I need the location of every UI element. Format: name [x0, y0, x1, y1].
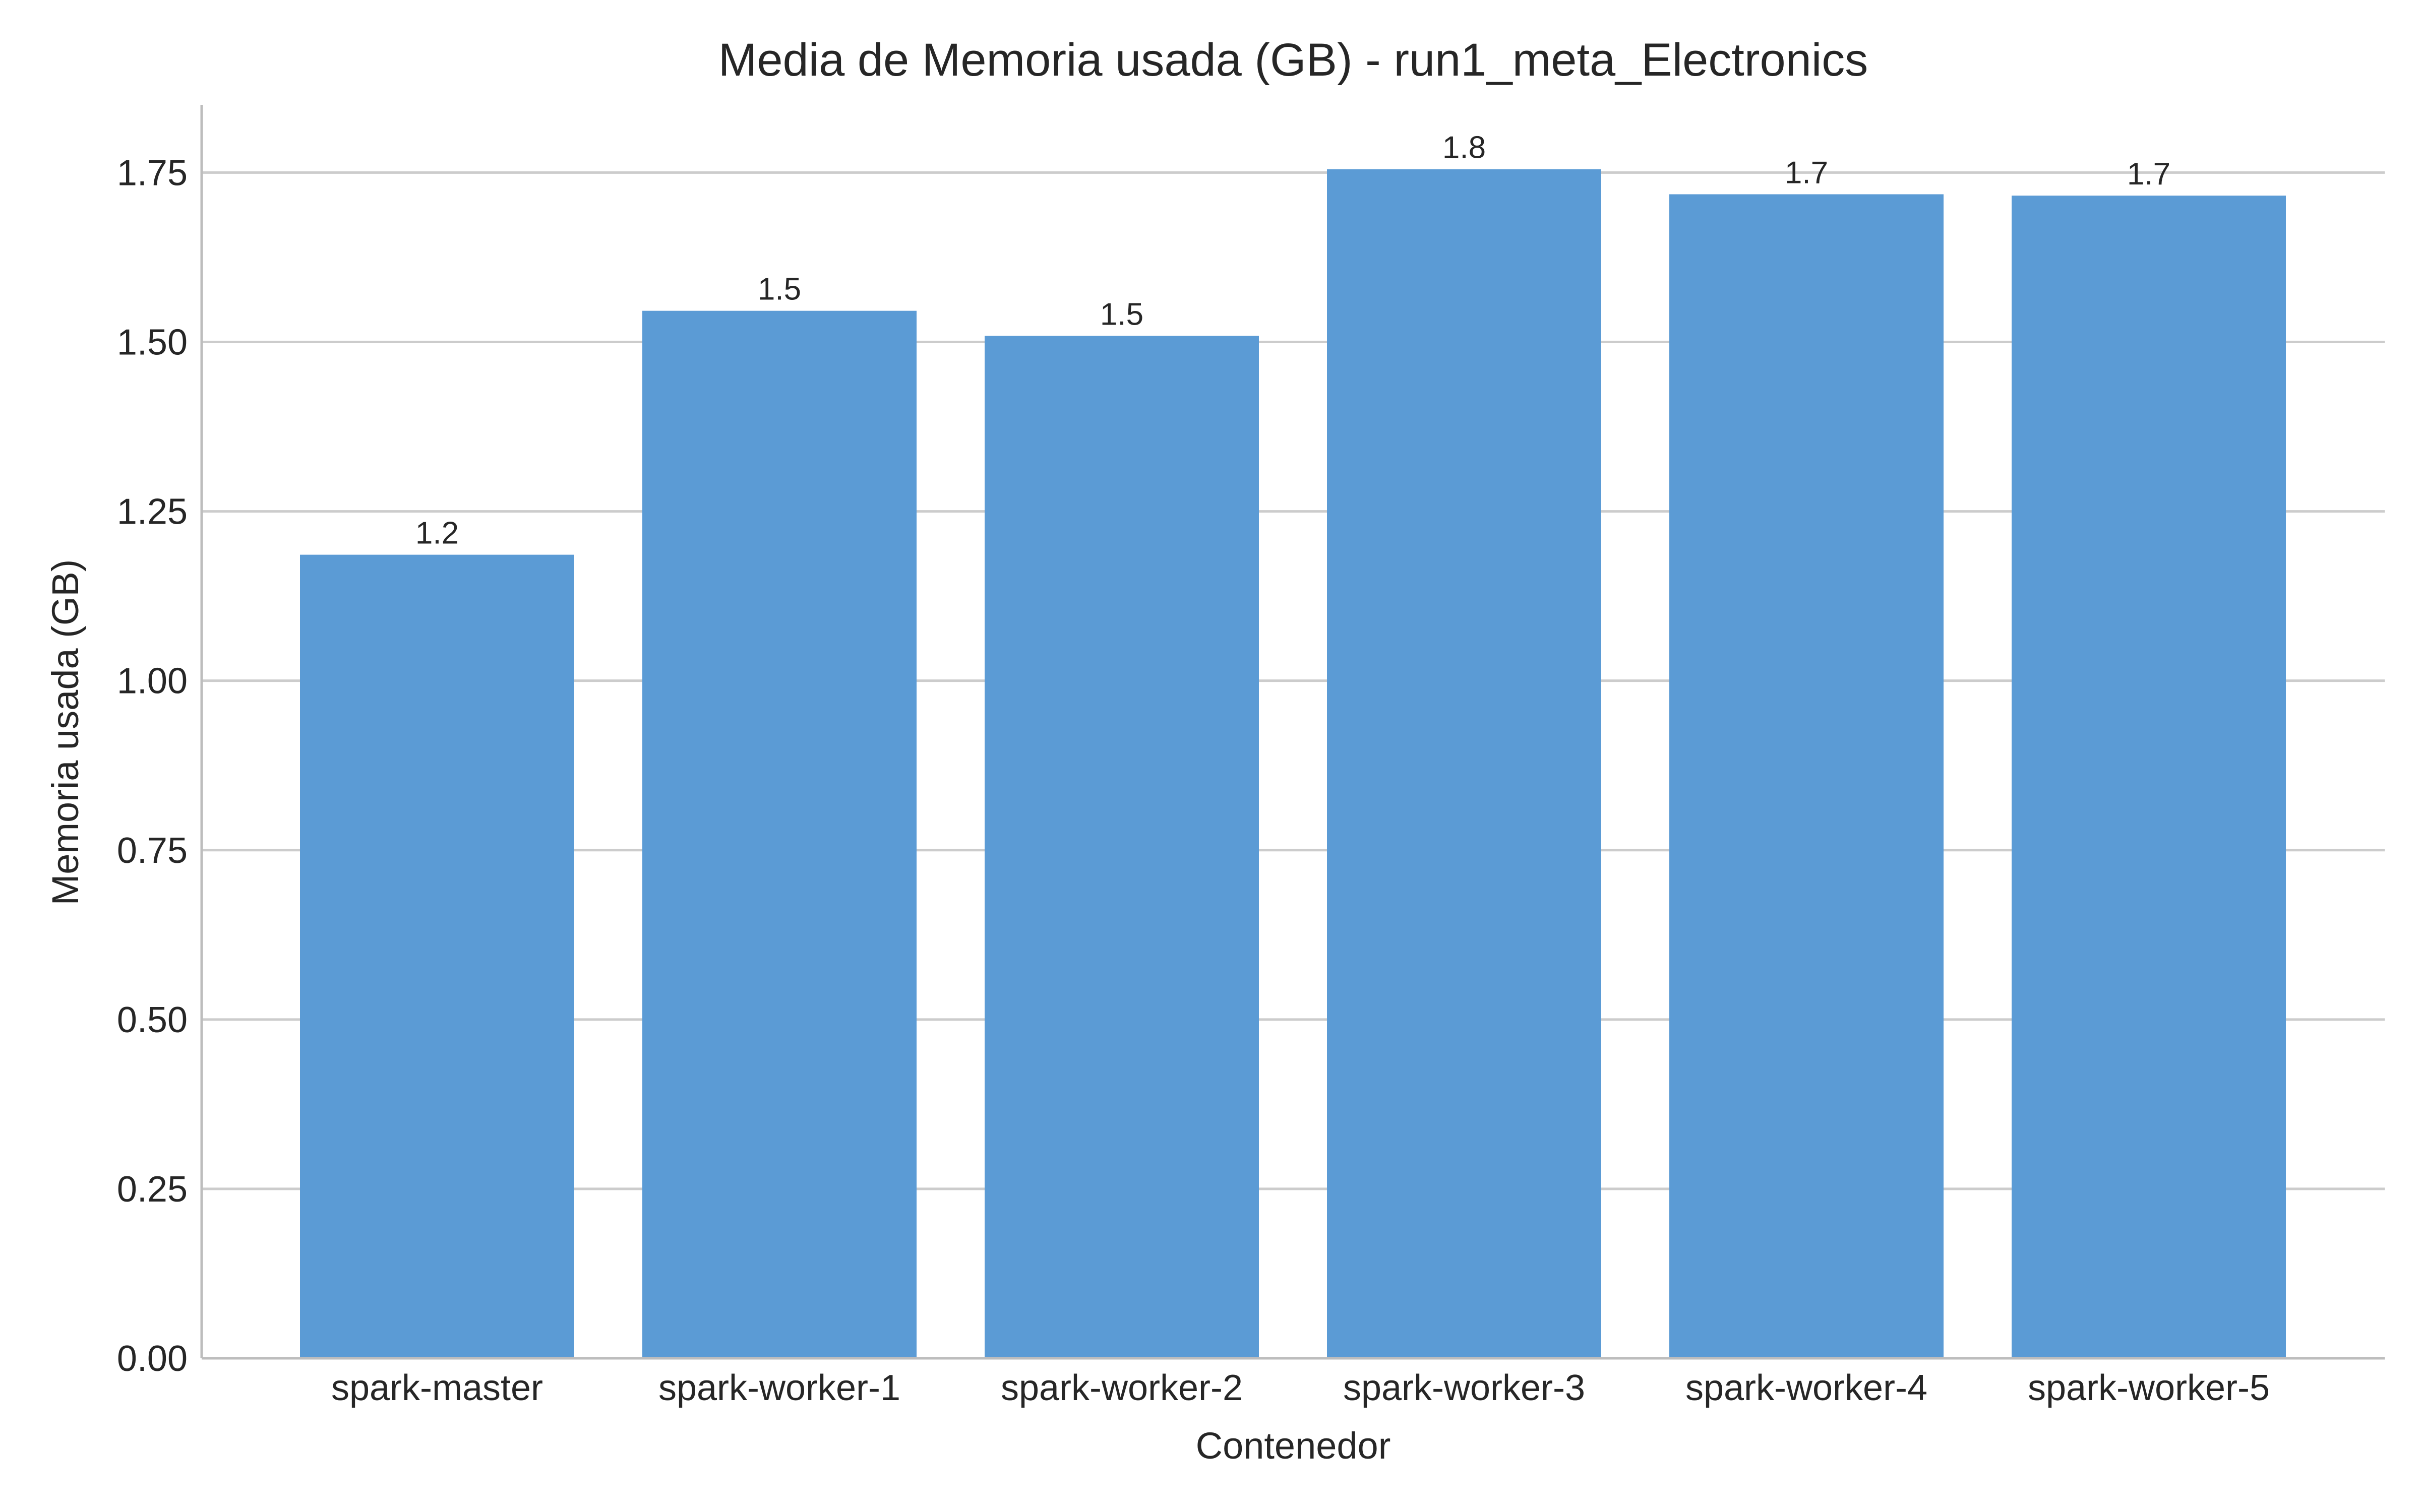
y-tick-label: 1.25 [117, 492, 188, 532]
bar-spark-worker-4 [1669, 194, 1944, 1359]
bar-value-label: 1.7 [1785, 155, 1828, 190]
x-tick-label: spark-worker-3 [1343, 1368, 1585, 1408]
axes [200, 105, 2385, 1360]
y-tick-label: 1.50 [117, 323, 188, 363]
bar-value-label: 1.2 [415, 516, 459, 551]
bar-spark-worker-2 [985, 336, 1259, 1359]
bar-spark-master [300, 554, 574, 1358]
y-tick-labels: 0.00 0.25 0.50 0.75 1.00 1.25 1.50 1.75 [117, 153, 188, 1379]
y-tick-label: 0.25 [117, 1169, 188, 1210]
y-tick-label: 0.50 [117, 1000, 188, 1040]
chart-title: Media de Memoria usada (GB) - run1_meta_… [718, 34, 1868, 86]
x-tick-label: spark-worker-4 [1685, 1368, 1927, 1408]
x-tick-label: spark-worker-1 [658, 1368, 900, 1408]
bar-spark-worker-3 [1327, 169, 1601, 1358]
bar-value-label: 1.8 [1442, 131, 1486, 165]
bar-spark-worker-1 [642, 310, 917, 1359]
x-tick-label: spark-master [331, 1368, 543, 1408]
bars [300, 169, 2286, 1359]
y-tick-label: 1.00 [117, 661, 188, 702]
y-tick-label: 0.00 [117, 1339, 188, 1379]
x-tick-label: spark-worker-5 [2028, 1368, 2270, 1408]
x-axis-label: Contenedor [1196, 1425, 1391, 1467]
y-tick-label: 1.75 [117, 153, 188, 193]
y-tick-label: 0.75 [117, 831, 188, 871]
bar-value-label: 1.5 [1100, 297, 1143, 332]
bar-value-labels: 1.2 1.5 1.5 1.8 1.7 1.7 [415, 131, 2170, 551]
x-tick-label: spark-worker-2 [1001, 1368, 1243, 1408]
bar-value-label: 1.5 [758, 272, 801, 307]
y-axis-label: Memoria usada (GB) [44, 559, 86, 906]
x-tick-labels: spark-master spark-worker-1 spark-worker-2… [331, 1368, 2270, 1408]
bar-value-label: 1.7 [2127, 157, 2170, 192]
bar-spark-worker-5 [2012, 196, 2286, 1359]
